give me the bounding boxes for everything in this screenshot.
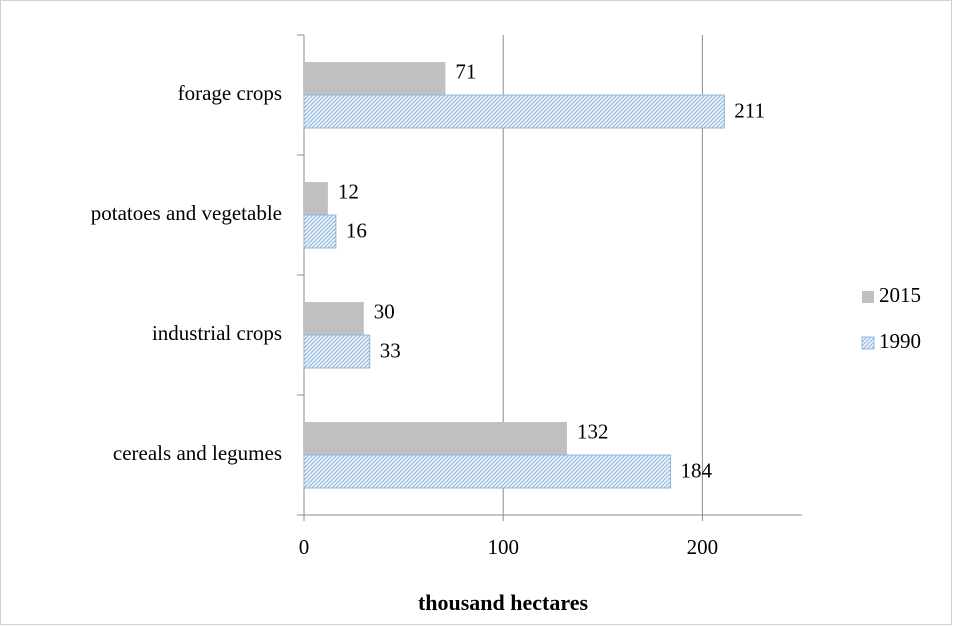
bar (304, 302, 364, 335)
legend-label: 2015 (879, 283, 921, 307)
y-tick-label: cereals and legumes (113, 441, 282, 465)
value-label: 16 (346, 218, 367, 242)
value-label: 30 (374, 299, 395, 323)
bar (303, 334, 371, 369)
bar (303, 454, 672, 489)
legend-label: 1990 (879, 329, 921, 353)
bar (304, 62, 446, 95)
bar (304, 422, 567, 455)
x-axis-title: thousand hectares (418, 590, 589, 615)
y-tick-label: forage crops (178, 81, 282, 105)
value-label: 132 (577, 419, 609, 443)
value-label: 33 (380, 338, 401, 362)
x-tick-label: 100 (487, 535, 519, 559)
x-tick-label: 0 (299, 535, 310, 559)
bar (303, 214, 337, 249)
legend-swatch (861, 336, 875, 350)
value-label: 71 (455, 59, 476, 83)
value-label: 12 (338, 179, 359, 203)
x-tick-label: 200 (687, 535, 719, 559)
value-label: 211 (734, 98, 765, 122)
y-tick-label: potatoes and vegetable (91, 201, 282, 225)
legend-swatch (862, 291, 874, 303)
bar (303, 94, 725, 129)
y-tick-label: industrial crops (152, 321, 282, 345)
bar (304, 182, 328, 215)
value-label: 184 (681, 458, 713, 482)
